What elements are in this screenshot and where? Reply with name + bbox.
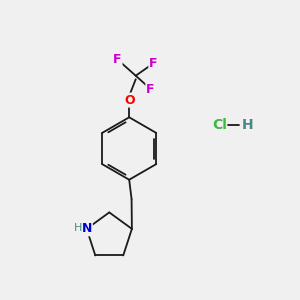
Text: F: F bbox=[113, 53, 122, 66]
Text: F: F bbox=[149, 57, 158, 70]
Text: H: H bbox=[242, 118, 254, 132]
Text: F: F bbox=[146, 82, 155, 96]
Text: N: N bbox=[82, 222, 92, 235]
Text: Cl: Cl bbox=[212, 118, 227, 132]
Text: H: H bbox=[74, 223, 82, 233]
Text: O: O bbox=[124, 94, 134, 106]
